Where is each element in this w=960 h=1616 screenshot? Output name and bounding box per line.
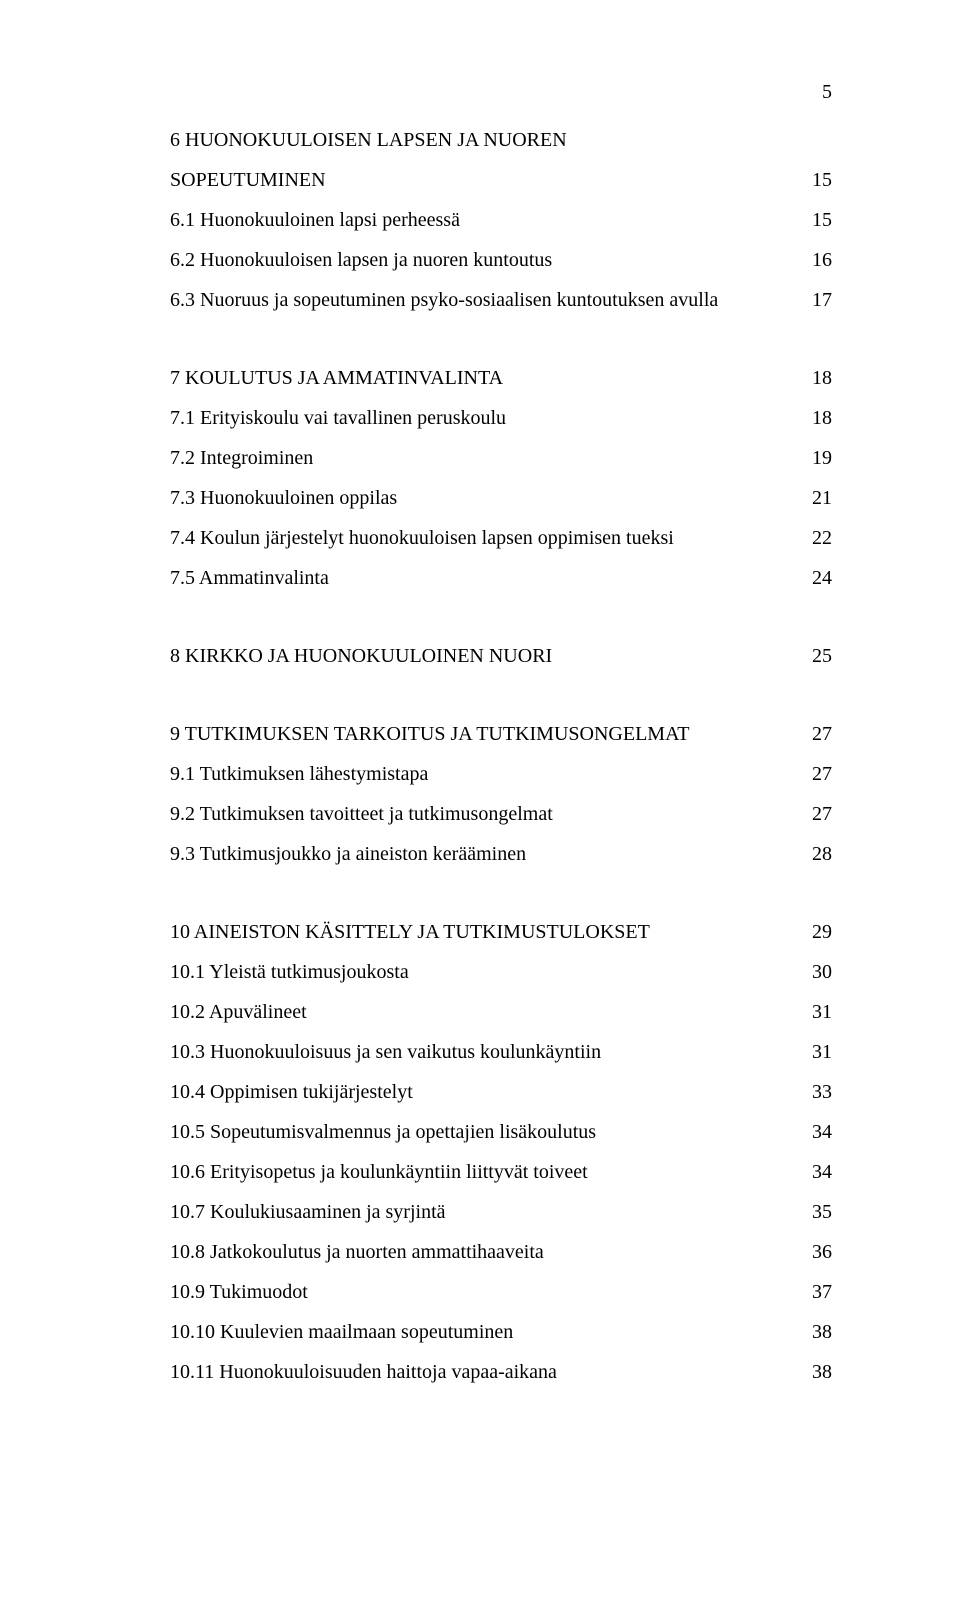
toc-entry-page: 34 [792, 1112, 832, 1152]
toc-entry: 10.1 Yleistä tutkimusjoukosta 30 [170, 952, 832, 992]
toc-entry-label: 10.3 Huonokuuloisuus ja sen vaikutus kou… [170, 1032, 792, 1072]
toc-entry-page: 36 [792, 1232, 832, 1272]
toc-heading-label: 6 HUONOKUULOISEN LAPSEN JA NUOREN [170, 120, 792, 160]
toc-entry-label: 7.3 Huonokuuloinen oppilas [170, 478, 792, 518]
toc-entry-label: 10.6 Erityisopetus ja koulunkäyntiin lii… [170, 1152, 792, 1192]
toc-heading-label: SOPEUTUMINEN [170, 160, 792, 200]
toc-entry-label: 10.9 Tukimuodot [170, 1272, 792, 1312]
toc-entry-label: 10.11 Huonokuuloisuuden haittoja vapaa-a… [170, 1352, 792, 1392]
toc-entry: 9.3 Tutkimusjoukko ja aineiston keräämin… [170, 834, 832, 874]
toc-entry-page: 24 [792, 558, 832, 598]
toc-entry-label: 9.1 Tutkimuksen lähestymistapa [170, 754, 792, 794]
toc-entry-label: 7.1 Erityiskoulu vai tavallinen peruskou… [170, 398, 792, 438]
toc-entry-page: 38 [792, 1312, 832, 1352]
toc-entry-page: 37 [792, 1272, 832, 1312]
toc-heading-label: 8 KIRKKO JA HUONOKUULOINEN NUORI [170, 636, 792, 676]
toc-heading: 10 AINEISTON KÄSITTELY JA TUTKIMUSTULOKS… [170, 912, 832, 952]
toc-entry: 10.7 Koulukiusaaminen ja syrjintä 35 [170, 1192, 832, 1232]
toc-entry-page: 34 [792, 1152, 832, 1192]
toc-entry: 7.5 Ammatinvalinta 24 [170, 558, 832, 598]
toc-heading: 7 KOULUTUS JA AMMATINVALINTA 18 [170, 358, 832, 398]
toc-heading-page: 15 [792, 160, 832, 200]
toc-heading-page: 18 [792, 358, 832, 398]
toc-entry-label: 10.8 Jatkokoulutus ja nuorten ammattihaa… [170, 1232, 792, 1272]
toc-entry-label: 6.3 Nuoruus ja sopeutuminen psyko-sosiaa… [170, 280, 792, 320]
toc-entry: 7.4 Koulun järjestelyt huonokuuloisen la… [170, 518, 832, 558]
toc-heading: 8 KIRKKO JA HUONOKUULOINEN NUORI 25 [170, 636, 832, 676]
toc-entry: 7.1 Erityiskoulu vai tavallinen peruskou… [170, 398, 832, 438]
toc-entry-page: 31 [792, 1032, 832, 1072]
toc-entry-page: 30 [792, 952, 832, 992]
toc-entry-label: 9.3 Tutkimusjoukko ja aineiston keräämin… [170, 834, 792, 874]
toc-heading-label: 9 TUTKIMUKSEN TARKOITUS JA TUTKIMUSONGEL… [170, 714, 792, 754]
toc-entry-page: 21 [792, 478, 832, 518]
toc-entry-label: 7.2 Integroiminen [170, 438, 792, 478]
toc-heading-label: 10 AINEISTON KÄSITTELY JA TUTKIMUSTULOKS… [170, 912, 792, 952]
toc-heading: 6 HUONOKUULOISEN LAPSEN JA NUOREN [170, 120, 832, 160]
toc-entry-page: 27 [792, 794, 832, 834]
document-page: 5 6 HUONOKUULOISEN LAPSEN JA NUOREN SOPE… [0, 0, 960, 1616]
toc-entry-label: 10.7 Koulukiusaaminen ja syrjintä [170, 1192, 792, 1232]
toc-entry: 10.4 Oppimisen tukijärjestelyt 33 [170, 1072, 832, 1112]
toc-entry-page: 22 [792, 518, 832, 558]
toc-entry: 6.3 Nuoruus ja sopeutuminen psyko-sosiaa… [170, 280, 832, 320]
toc-entry-label: 9.2 Tutkimuksen tavoitteet ja tutkimuson… [170, 794, 792, 834]
toc-heading-page: 25 [792, 636, 832, 676]
toc-entry-page: 28 [792, 834, 832, 874]
toc-entry: 7.3 Huonokuuloinen oppilas 21 [170, 478, 832, 518]
toc-entry: 10.9 Tukimuodot 37 [170, 1272, 832, 1312]
toc-entry: 9.2 Tutkimuksen tavoitteet ja tutkimuson… [170, 794, 832, 834]
toc-entry: 10.11 Huonokuuloisuuden haittoja vapaa-a… [170, 1352, 832, 1392]
toc-heading-page: 27 [792, 714, 832, 754]
toc-entry-label: 10.5 Sopeutumisvalmennus ja opettajien l… [170, 1112, 792, 1152]
spacer [170, 320, 832, 358]
toc-entry: 10.3 Huonokuuloisuus ja sen vaikutus kou… [170, 1032, 832, 1072]
toc-entry-page: 17 [792, 280, 832, 320]
toc-entry-page: 16 [792, 240, 832, 280]
toc-entry-label: 10.2 Apuvälineet [170, 992, 792, 1032]
toc-entry-label: 7.5 Ammatinvalinta [170, 558, 792, 598]
spacer [170, 874, 832, 912]
toc-entry-page: 38 [792, 1352, 832, 1392]
page-number: 5 [822, 72, 832, 112]
toc-entry: 10.10 Kuulevien maailmaan sopeutuminen 3… [170, 1312, 832, 1352]
toc-entry-label: 10.4 Oppimisen tukijärjestelyt [170, 1072, 792, 1112]
toc-entry-page: 19 [792, 438, 832, 478]
toc-entry: 10.2 Apuvälineet 31 [170, 992, 832, 1032]
toc-heading-label: 7 KOULUTUS JA AMMATINVALINTA [170, 358, 792, 398]
toc-entry-page: 18 [792, 398, 832, 438]
toc-entry-page: 33 [792, 1072, 832, 1112]
toc-entry-label: 10.10 Kuulevien maailmaan sopeutuminen [170, 1312, 792, 1352]
toc-entry: 6.1 Huonokuuloinen lapsi perheessä 15 [170, 200, 832, 240]
toc-entry-page: 35 [792, 1192, 832, 1232]
toc-entry: 10.8 Jatkokoulutus ja nuorten ammattihaa… [170, 1232, 832, 1272]
toc-entry: 10.6 Erityisopetus ja koulunkäyntiin lii… [170, 1152, 832, 1192]
toc-entry: 7.2 Integroiminen 19 [170, 438, 832, 478]
toc-entry-label: 10.1 Yleistä tutkimusjoukosta [170, 952, 792, 992]
toc-heading: SOPEUTUMINEN 15 [170, 160, 832, 200]
toc-entry: 6.2 Huonokuuloisen lapsen ja nuoren kunt… [170, 240, 832, 280]
toc-heading-page: 29 [792, 912, 832, 952]
toc-entry-label: 6.1 Huonokuuloinen lapsi perheessä [170, 200, 792, 240]
toc-entry: 9.1 Tutkimuksen lähestymistapa 27 [170, 754, 832, 794]
toc-entry-page: 27 [792, 754, 832, 794]
toc-entry-page: 15 [792, 200, 832, 240]
toc-entry: 10.5 Sopeutumisvalmennus ja opettajien l… [170, 1112, 832, 1152]
toc-heading: 9 TUTKIMUKSEN TARKOITUS JA TUTKIMUSONGEL… [170, 714, 832, 754]
spacer [170, 676, 832, 714]
toc-entry-page: 31 [792, 992, 832, 1032]
toc-entry-label: 7.4 Koulun järjestelyt huonokuuloisen la… [170, 518, 792, 558]
spacer [170, 598, 832, 636]
toc-entry-label: 6.2 Huonokuuloisen lapsen ja nuoren kunt… [170, 240, 792, 280]
